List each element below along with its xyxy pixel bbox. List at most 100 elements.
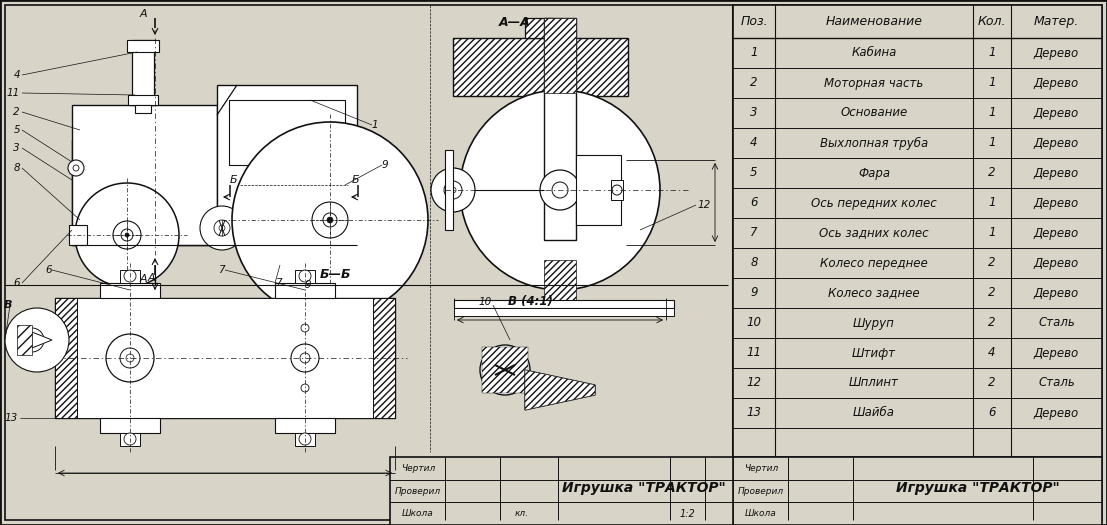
Circle shape — [480, 345, 530, 395]
Text: Штифт: Штифт — [852, 346, 896, 360]
Text: Игрушка "ТРАКТОР": Игрушка "ТРАКТОР" — [896, 481, 1059, 495]
Text: 5: 5 — [13, 125, 20, 135]
Text: Дерево: Дерево — [1034, 136, 1079, 150]
Text: 2: 2 — [989, 287, 996, 299]
Bar — [120, 270, 139, 283]
Circle shape — [75, 183, 179, 287]
Circle shape — [200, 206, 244, 250]
Text: 1: 1 — [989, 136, 996, 150]
Text: Игрушка "ТРАКТОР": Игрушка "ТРАКТОР" — [562, 481, 726, 495]
Bar — [454, 300, 674, 308]
Text: 8: 8 — [751, 257, 758, 269]
Text: Б—Б: Б—Б — [319, 268, 351, 281]
Text: Б: Б — [351, 175, 359, 185]
Circle shape — [300, 353, 310, 363]
Bar — [525, 18, 554, 38]
Bar — [544, 260, 576, 300]
Circle shape — [113, 221, 141, 249]
Text: кл.: кл. — [515, 509, 529, 518]
Bar — [611, 180, 623, 200]
Bar — [294, 270, 315, 283]
Text: 11: 11 — [746, 346, 762, 360]
Text: Дерево: Дерево — [1034, 196, 1079, 209]
Text: Дерево: Дерево — [1034, 287, 1079, 299]
Text: 6: 6 — [989, 406, 996, 419]
Bar — [135, 105, 151, 113]
Text: 9: 9 — [382, 160, 389, 170]
Text: 1: 1 — [989, 47, 996, 59]
Text: Шуруп: Шуруп — [853, 317, 894, 330]
Text: 3: 3 — [13, 143, 20, 153]
Circle shape — [323, 213, 337, 227]
Circle shape — [431, 168, 475, 212]
Bar — [100, 418, 161, 433]
Circle shape — [126, 354, 134, 362]
Text: Ось задних колес: Ось задних колес — [819, 226, 929, 239]
Circle shape — [232, 122, 428, 318]
Polygon shape — [525, 370, 594, 410]
Circle shape — [120, 348, 139, 368]
Bar — [127, 40, 159, 52]
Text: Дерево: Дерево — [1034, 257, 1079, 269]
Circle shape — [299, 270, 311, 282]
Circle shape — [461, 90, 660, 290]
Bar — [373, 298, 395, 418]
Text: 6: 6 — [751, 196, 758, 209]
Text: Кол.: Кол. — [977, 15, 1006, 28]
Text: 2: 2 — [989, 166, 996, 180]
Bar — [544, 18, 576, 240]
Text: Проверил: Проверил — [395, 487, 441, 496]
Text: А—А: А—А — [499, 16, 531, 28]
Text: А: А — [147, 273, 155, 283]
Text: 12: 12 — [699, 200, 712, 210]
Bar — [275, 283, 335, 298]
Bar — [69, 225, 87, 245]
Text: А: А — [139, 274, 147, 284]
Bar — [72, 105, 217, 245]
Text: 1: 1 — [989, 77, 996, 89]
Circle shape — [20, 328, 44, 352]
Text: 1: 1 — [989, 226, 996, 239]
Circle shape — [540, 170, 580, 210]
Text: Школа: Школа — [745, 509, 777, 518]
Circle shape — [312, 202, 348, 238]
Bar — [482, 347, 528, 393]
Text: Наименование: Наименование — [826, 15, 922, 28]
Bar — [390, 457, 733, 525]
Bar — [55, 298, 77, 418]
Text: 4: 4 — [989, 346, 996, 360]
Bar — [128, 95, 158, 105]
Text: 6: 6 — [45, 265, 52, 275]
Text: 7: 7 — [751, 226, 758, 239]
Circle shape — [6, 308, 69, 372]
Polygon shape — [525, 370, 594, 410]
Bar — [132, 40, 154, 105]
Text: Кабина: Кабина — [851, 47, 897, 59]
Text: 10: 10 — [746, 317, 762, 330]
Bar — [294, 433, 315, 446]
Text: 12: 12 — [746, 376, 762, 390]
Bar — [100, 283, 161, 298]
Circle shape — [451, 187, 456, 193]
Circle shape — [219, 225, 225, 231]
Circle shape — [125, 233, 130, 237]
Circle shape — [214, 220, 230, 236]
Text: 2: 2 — [989, 317, 996, 330]
Bar — [72, 140, 356, 245]
Circle shape — [73, 165, 79, 171]
Text: 2: 2 — [989, 257, 996, 269]
Bar — [733, 457, 1101, 525]
Bar — [217, 85, 356, 245]
Text: Дерево: Дерево — [1034, 346, 1079, 360]
Text: 8: 8 — [13, 163, 20, 173]
Text: Выхлопная труба: Выхлопная труба — [820, 136, 928, 150]
Text: 9: 9 — [306, 280, 312, 290]
Bar — [454, 308, 674, 316]
Circle shape — [301, 324, 309, 332]
Bar — [55, 298, 395, 418]
Bar — [733, 5, 1101, 457]
Text: 1: 1 — [989, 107, 996, 120]
Text: В (4:1): В (4:1) — [508, 296, 552, 309]
Bar — [229, 100, 345, 165]
Circle shape — [68, 160, 84, 176]
